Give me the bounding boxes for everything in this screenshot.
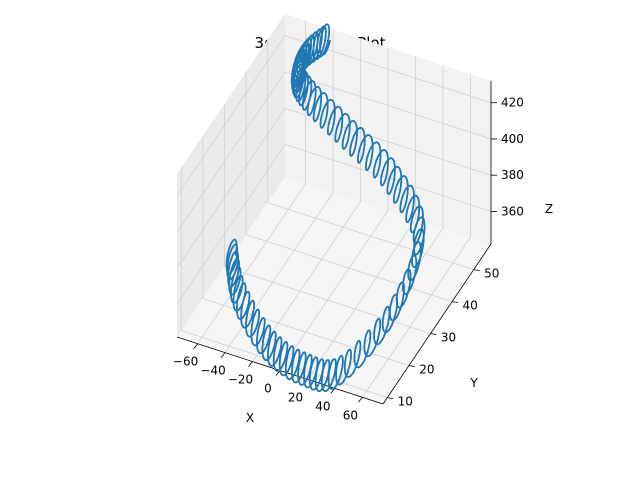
x-grid-line	[362, 74, 471, 398]
x-grid-line	[307, 56, 416, 380]
z-grid-line	[176, 35, 492, 196]
y-tick-label: 10	[398, 395, 413, 409]
y-axis-label: Y	[469, 376, 478, 390]
x-tick	[358, 397, 363, 403]
y-tick-label: 30	[441, 331, 456, 345]
z-grid-line	[176, 71, 492, 233]
y-tick-label: 50	[484, 267, 499, 281]
y-grid-line	[224, 103, 431, 334]
x-grid-line	[224, 29, 334, 353]
x-tick-label: 40	[315, 399, 330, 413]
z-tick-label: 400	[501, 132, 524, 146]
x-tick-label: −40	[200, 364, 225, 378]
y-tick	[452, 301, 459, 303]
z-tick-label: 420	[501, 96, 524, 110]
y-tick-label: 20	[419, 363, 434, 377]
x-tick-label: −60	[173, 355, 198, 369]
x-tick-label: 0	[264, 382, 272, 396]
z-axis-label: Z	[545, 202, 553, 216]
series-group	[225, 23, 426, 393]
y-grid-line	[180, 167, 388, 398]
y-grid-line	[202, 135, 410, 366]
y-tick	[408, 365, 415, 367]
x-tick-label: −20	[228, 373, 253, 387]
y-tick-label: 40	[462, 299, 477, 313]
x-tick-label: 20	[288, 390, 303, 404]
x-grid-line	[279, 47, 389, 371]
x-grid-line	[252, 38, 361, 362]
y-axis-line	[382, 243, 492, 405]
y-grid-line	[267, 39, 474, 270]
left-pane	[177, 14, 285, 337]
y-tick	[430, 333, 437, 335]
x-axis-label: X	[246, 411, 254, 425]
x-tick	[330, 388, 336, 394]
trajectory-line-0	[225, 23, 426, 393]
z-tick-label: 360	[501, 204, 524, 218]
y-grid-line	[245, 71, 453, 302]
x-tick	[193, 343, 198, 349]
x-tick	[220, 352, 226, 358]
z-grid-line	[176, 143, 492, 305]
y-tick	[387, 397, 394, 399]
x-tick	[248, 361, 253, 367]
tick-labels: −60−40−20 0 20 40 60 10 20 30 40 50 360 380 400 420	[173, 96, 524, 423]
x-tick-label: 60	[343, 408, 358, 422]
x-tick	[275, 370, 281, 376]
y-tick	[473, 269, 480, 271]
z-grid-line	[176, 107, 492, 269]
z-tick-label: 380	[501, 168, 524, 182]
